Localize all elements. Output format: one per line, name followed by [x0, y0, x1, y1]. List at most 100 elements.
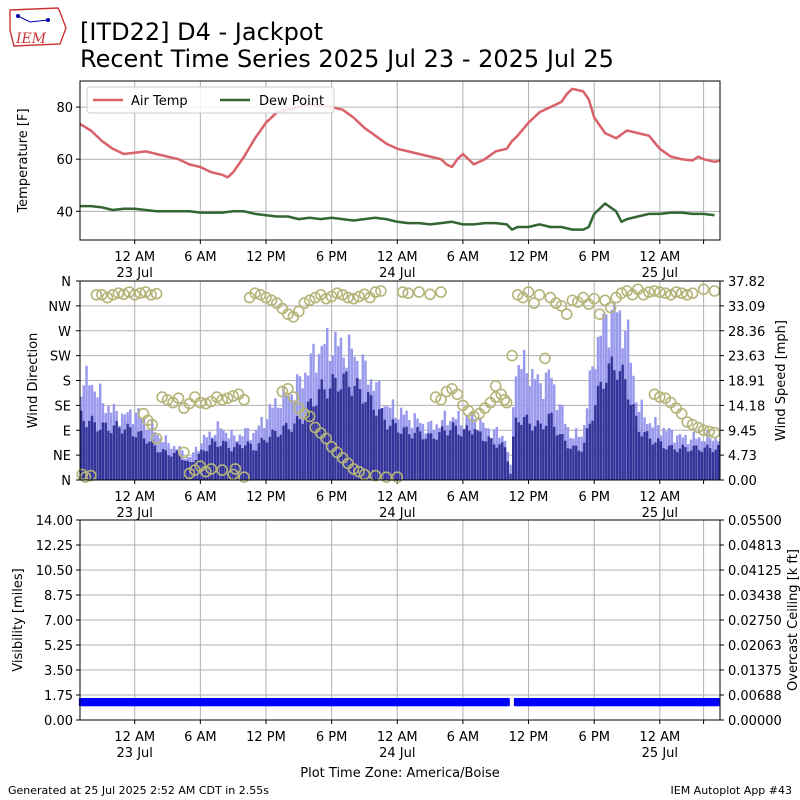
speed-bar — [621, 364, 624, 480]
speed-bar — [662, 448, 665, 480]
speed-bar — [397, 432, 400, 480]
direction-marker — [396, 286, 409, 298]
direction-marker — [216, 393, 228, 406]
speed-bar — [594, 405, 597, 480]
speed-bar — [241, 448, 244, 480]
direction-marker — [139, 286, 152, 298]
direction-marker — [254, 288, 267, 301]
speed-bar — [298, 419, 302, 480]
direction-marker — [653, 286, 666, 298]
direction-tick-label: NE — [53, 449, 71, 464]
speed-bar — [451, 422, 455, 480]
speed-bar — [109, 433, 113, 480]
speed-bar — [364, 402, 367, 480]
speed-bar — [443, 430, 447, 480]
y-axis-label: Wind Direction — [26, 333, 41, 429]
speed-bar — [257, 443, 261, 480]
speed-bar — [678, 448, 682, 480]
station-dot-icon — [16, 14, 20, 18]
speed-bar — [224, 441, 228, 480]
ceiling-tick-label: 0.04813 — [728, 539, 782, 554]
speed-bar — [501, 442, 504, 480]
speed-bar — [112, 425, 116, 480]
direction-marker — [128, 288, 141, 301]
x-tick-label: 12 PM — [509, 490, 549, 505]
speed-bar — [361, 403, 365, 480]
direction-marker — [123, 286, 135, 298]
speed-bar — [539, 423, 542, 480]
axes-frame — [79, 519, 721, 721]
speed-bar — [522, 417, 526, 480]
direction-marker — [227, 390, 239, 402]
speed-bar — [276, 436, 280, 480]
direction-marker — [276, 385, 289, 398]
x-tick-label: 12 PM — [246, 730, 286, 745]
x-tick-date-label: 24 Jul — [379, 506, 415, 521]
speed-bar — [263, 440, 266, 480]
timezone-label: Plot Time Zone: America/Boise — [300, 766, 499, 781]
speed-bar — [481, 440, 485, 480]
network-line-icon — [17, 15, 49, 23]
speed-bar — [88, 421, 91, 480]
speed-bar — [410, 438, 414, 480]
iowa-outline-icon — [9, 7, 67, 47]
speed-bar — [602, 389, 605, 480]
speed-bar — [301, 423, 304, 480]
visibility-tick-label: 1.75 — [44, 689, 73, 704]
speed-bar — [435, 439, 438, 480]
speed-bar — [695, 445, 698, 480]
direction-marker — [599, 294, 611, 307]
direction-marker — [146, 418, 158, 431]
direction-marker — [211, 391, 223, 403]
speed-bar — [566, 448, 570, 480]
x-tick-label: 6 AM — [184, 730, 217, 745]
direction-marker — [435, 286, 447, 298]
speed-bar — [476, 430, 479, 480]
speed-bar — [170, 456, 173, 480]
speed-bar — [378, 409, 381, 480]
speed-bar — [216, 447, 220, 480]
x-tick-label: 12 AM — [639, 730, 680, 745]
y-tick-label: 80 — [56, 101, 73, 116]
speed-bar — [244, 445, 247, 480]
speed-bar — [607, 363, 611, 480]
x-tick-label: 12 AM — [377, 730, 418, 745]
direction-marker — [249, 287, 261, 300]
direction-marker — [380, 471, 393, 484]
speed-bar — [331, 374, 334, 480]
direction-tick-label: N — [61, 275, 71, 290]
speed-bar — [186, 460, 189, 480]
speed-bar — [673, 449, 676, 480]
speed-bar — [585, 428, 589, 480]
speed-bar — [646, 431, 649, 480]
ceiling-tick-label: 0.00688 — [728, 689, 782, 704]
gust-bar — [522, 349, 526, 480]
speed-bar — [574, 445, 578, 480]
speed-bar — [145, 443, 148, 480]
speed-bar — [657, 438, 660, 480]
speed-bar — [714, 449, 717, 480]
speed-bar — [629, 405, 633, 480]
speed-bar — [596, 385, 600, 480]
legend: Air Temp Dew Point — [86, 86, 335, 114]
speed-bar — [408, 434, 411, 480]
speed-bar — [140, 431, 143, 480]
x-tick-date-label: 24 Jul — [379, 746, 415, 761]
direction-marker — [555, 300, 568, 312]
speed-bar — [544, 425, 548, 480]
speed-bar — [588, 423, 592, 480]
speed-bar — [369, 395, 373, 480]
direction-marker — [112, 287, 125, 300]
direction-marker — [522, 286, 535, 298]
speed-bar — [151, 440, 154, 480]
direction-marker — [282, 382, 294, 395]
y2-axis-label: Wind Speed [mph] — [774, 320, 789, 441]
visibility-tick-label: 10.50 — [36, 564, 73, 579]
speed-bar — [659, 441, 663, 480]
speed-bar — [181, 460, 184, 480]
direction-marker — [85, 469, 97, 482]
speed-bar — [473, 429, 477, 480]
speed-bar — [285, 422, 288, 480]
speed-bar — [260, 437, 263, 480]
direction-marker — [200, 397, 212, 410]
